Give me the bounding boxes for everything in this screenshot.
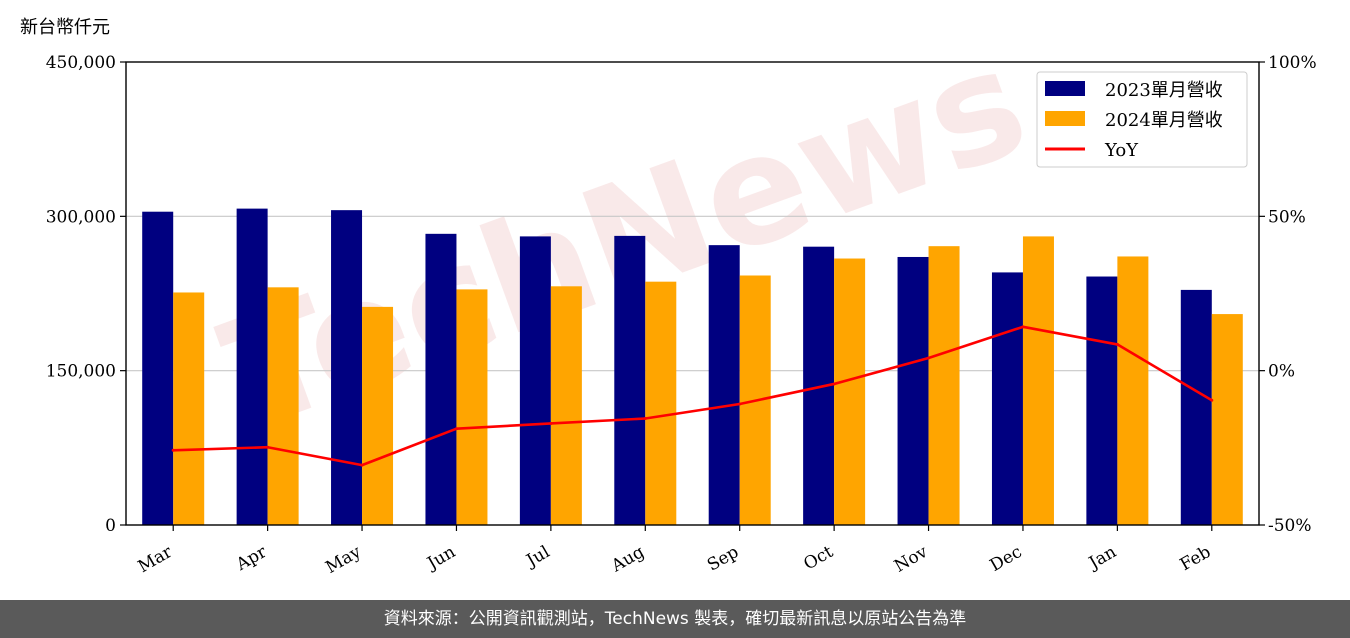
y-tick-label: 450,000 bbox=[46, 53, 116, 73]
yoy-point bbox=[738, 402, 742, 406]
bar-2024 bbox=[1117, 256, 1149, 525]
bar-2023 bbox=[142, 211, 174, 525]
x-tick-label: Aug bbox=[607, 542, 648, 577]
legend: 2023單月營收 2024單月營收 YoY bbox=[1036, 71, 1248, 168]
bars bbox=[142, 208, 1243, 526]
yoy-point bbox=[171, 448, 175, 452]
plot-frame bbox=[125, 61, 1260, 526]
bar-2023 bbox=[991, 272, 1023, 525]
legend-label-2023: 2023單月營收 bbox=[1105, 80, 1223, 101]
bar-2023 bbox=[1086, 276, 1118, 525]
legend-box bbox=[1036, 71, 1248, 168]
bar-2024 bbox=[834, 258, 866, 525]
yoy-point bbox=[266, 445, 270, 449]
yoy-line bbox=[173, 325, 1213, 467]
y2-tick-label: 100% bbox=[1268, 53, 1317, 73]
bar-2023 bbox=[425, 233, 457, 525]
yoy-point bbox=[832, 382, 836, 386]
yoy-point bbox=[549, 421, 553, 425]
x-tick-label: Dec bbox=[987, 542, 1026, 576]
y2-tick-label: -50% bbox=[1268, 516, 1312, 536]
bar-2024 bbox=[928, 246, 960, 525]
legend-label-yoy: YoY bbox=[1104, 140, 1139, 161]
bar-2023 bbox=[897, 256, 929, 525]
x-tick-label: Mar bbox=[135, 542, 177, 578]
yoy-point bbox=[643, 417, 647, 421]
legend-swatch-2023 bbox=[1045, 81, 1085, 96]
bar-2024 bbox=[1022, 236, 1054, 525]
yoy-point bbox=[1115, 342, 1119, 346]
x-tick-label: Sep bbox=[704, 542, 742, 576]
x-tick-label: Jul bbox=[522, 542, 554, 572]
x-tick-label: Feb bbox=[1177, 542, 1215, 575]
y-tick-label: 0 bbox=[105, 516, 116, 536]
x-tick-label: Apr bbox=[232, 542, 271, 576]
y-tick-label: 150,000 bbox=[46, 362, 116, 382]
y2-tick-label: 50% bbox=[1268, 207, 1306, 227]
yoy-line-group bbox=[171, 325, 1214, 467]
x-tick-label: May bbox=[322, 542, 365, 578]
x-tick-label: Oct bbox=[800, 542, 836, 575]
x-tick-label: Nov bbox=[891, 542, 931, 577]
bar-2024 bbox=[173, 292, 205, 525]
bar-2023 bbox=[1180, 289, 1212, 525]
bar-2023 bbox=[708, 245, 740, 526]
gridlines bbox=[126, 215, 1259, 372]
y2-tick-label: 0% bbox=[1268, 362, 1295, 382]
x-tick-label: Jun bbox=[422, 542, 459, 575]
bar-2024 bbox=[645, 281, 677, 525]
bar-2023 bbox=[519, 236, 551, 525]
yoy-point bbox=[454, 427, 458, 431]
bar-2024 bbox=[362, 306, 394, 525]
bar-2024 bbox=[267, 287, 299, 525]
yoy-point bbox=[927, 356, 931, 360]
legend-label-2024: 2024單月營收 bbox=[1105, 110, 1223, 131]
bar-2023 bbox=[331, 210, 363, 525]
x-tick-label: Jan bbox=[1084, 542, 1120, 574]
bar-2024 bbox=[550, 286, 582, 525]
source-footer: 資料來源：公開資訊觀測站，TechNews 製表，確切最新訊息以原站公告為準 bbox=[0, 600, 1350, 638]
bar-2024 bbox=[456, 289, 488, 525]
yoy-point bbox=[1210, 398, 1214, 402]
bar-2023 bbox=[614, 235, 646, 526]
yoy-point bbox=[1021, 325, 1025, 329]
revenue-chart: TechNews 新台幣仟元 0 -50%150,000 0%300,000 50%4… bbox=[20, 15, 1317, 578]
yoy-point bbox=[360, 463, 364, 467]
bar-2024 bbox=[1211, 314, 1243, 525]
y-axis-unit-label: 新台幣仟元 bbox=[20, 17, 110, 38]
legend-swatch-2024 bbox=[1045, 111, 1085, 126]
y-tick-label: 300,000 bbox=[46, 207, 116, 227]
bar-2023 bbox=[236, 208, 268, 525]
